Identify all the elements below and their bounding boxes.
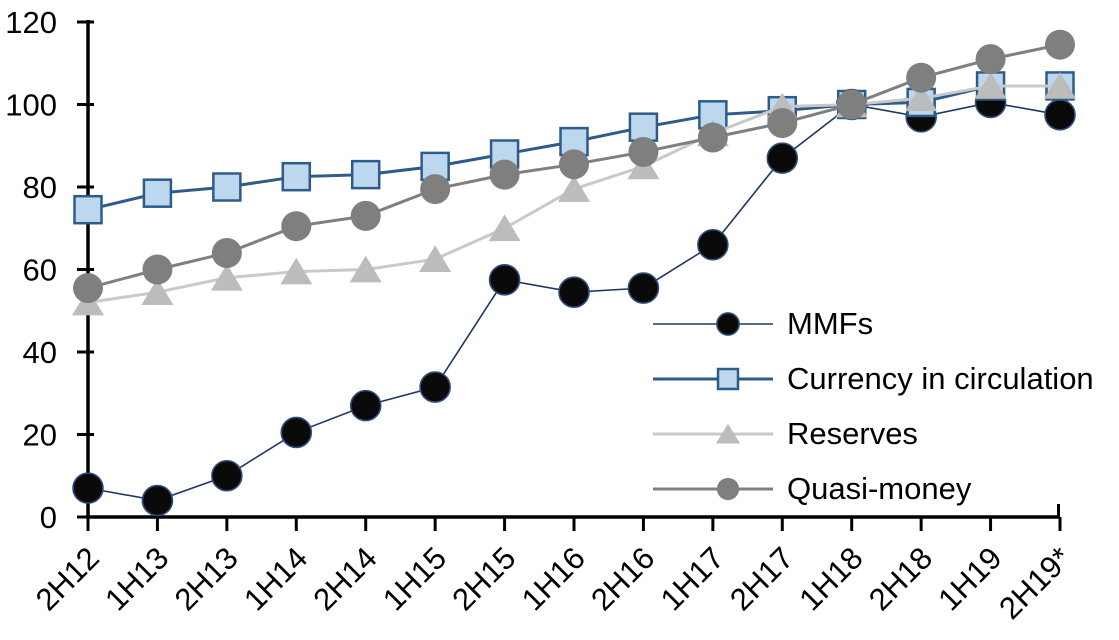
x-axis-tick-label: 2H15 (445, 540, 522, 617)
x-axis-tick-label: 1H18 (793, 540, 870, 617)
series-currency-in-circulation-marker (281, 161, 312, 192)
series-quasi-money (73, 29, 1075, 304)
y-axis-tick-label: 120 (5, 5, 57, 40)
x-axis-tick-label: 1H13 (98, 540, 175, 617)
series-quasi-money-marker (73, 273, 103, 304)
series-quasi-money-marker (697, 122, 728, 153)
series-mmfs-marker (627, 272, 660, 304)
series-mmfs-marker (1044, 99, 1076, 131)
x-axis-tick-label: 1H17 (654, 540, 731, 617)
series-reserves-marker (905, 84, 938, 112)
x-axis-tick-label: 2H18 (862, 540, 939, 617)
series-quasi-money-marker (559, 149, 589, 180)
series-currency-in-circulation-marker (73, 194, 103, 225)
series-quasi-money-marker (489, 159, 520, 190)
series-currency-in-circulation-marker (716, 367, 740, 390)
series-quasi-money-marker (628, 136, 659, 167)
series-quasi-money-marker (975, 44, 1006, 75)
series-reserves-marker (280, 257, 313, 285)
series-mmfs-marker (766, 142, 799, 174)
x-axis-tick-label: 2H13 (168, 540, 245, 617)
series-mmfs-marker (488, 264, 521, 296)
series-mmfs-marker (280, 416, 313, 449)
x-axis-tick-label: 1H14 (237, 540, 314, 617)
series-mmfs-marker (72, 472, 104, 504)
series-quasi-money-marker (142, 254, 173, 285)
series-reserves-marker (141, 278, 174, 306)
chart-legend: MMFs Currency in circulation Reserves Qu… (652, 296, 1094, 516)
series-quasi-money-marker (906, 62, 937, 93)
y-axis-tick-label: 100 (5, 88, 57, 123)
x-axis-tick-label: 2H14 (307, 540, 384, 617)
quasi-money-marker-icon (653, 477, 773, 500)
x-axis-tick-label: 2H12 (29, 540, 106, 617)
series-reserves-marker (419, 245, 452, 273)
series-reserves-marker (974, 72, 1007, 99)
series-reserves-marker (715, 423, 741, 443)
series-mmfs-marker (558, 276, 590, 308)
legend-item-currency-in-circulation: Currency in circulation (652, 351, 1094, 406)
x-axis-tick-label: 2H19* (992, 540, 1078, 626)
series-mmfs-marker (697, 228, 729, 261)
series-quasi-money-marker (716, 477, 740, 500)
series-quasi-money-marker (211, 238, 242, 268)
series-quasi-money-marker (1045, 29, 1075, 60)
series-currency-in-circulation-marker (142, 178, 173, 208)
y-axis-tick-label: 40 (23, 335, 57, 370)
series-mmfs (72, 86, 1076, 517)
series-mmfs-marker (716, 311, 740, 336)
series-mmfs-marker (211, 459, 243, 492)
reserves-marker-icon (653, 423, 773, 443)
x-axis-tick-label: 2H16 (584, 540, 661, 617)
series-currency-in-circulation-marker (628, 112, 659, 142)
legend-label-reserves: Reserves (787, 416, 918, 451)
currency-marker-icon (653, 367, 773, 390)
legend-item-reserves: Reserves (652, 406, 1094, 461)
series-quasi-money-marker (350, 200, 381, 231)
series-reserves-marker (558, 175, 590, 202)
series-quasi-money-marker (281, 211, 312, 242)
legend-label-quasi-money: Quasi-money (787, 471, 972, 506)
series-currency-in-circulation-marker (350, 159, 381, 190)
series-mmfs-marker (349, 389, 382, 422)
series-reserves-marker (1044, 72, 1076, 99)
series-reserves-marker (210, 263, 243, 291)
series-quasi-money-marker (420, 174, 451, 205)
y-axis-tick-label: 0 (40, 500, 57, 535)
y-axis-tick-label: 80 (23, 170, 57, 205)
y-axis-tick-label: 20 (23, 418, 57, 453)
series-mmfs-marker (141, 484, 174, 517)
legend-label-mmfs: MMFs (787, 306, 874, 341)
series-quasi-money-marker (767, 108, 798, 139)
y-axis-tick-label: 60 (23, 253, 57, 288)
series-reserves-marker (349, 255, 382, 283)
legend-label-currency-in-circulation: Currency in circulation (787, 361, 1094, 396)
mmfs-marker-icon (653, 311, 773, 336)
x-axis-tick-label: 1H16 (515, 540, 592, 617)
series-quasi-money-marker (836, 89, 867, 120)
series-mmfs-marker (419, 371, 451, 403)
series-reserves-marker (488, 214, 521, 242)
x-axis-tick-label: 1H15 (376, 540, 453, 617)
series-currency-in-circulation-marker (212, 172, 242, 202)
x-axis-tick-label: 2H17 (723, 540, 800, 617)
legend-item-mmfs: MMFs (652, 296, 1094, 351)
legend-item-quasi-money: Quasi-money (652, 461, 1094, 516)
